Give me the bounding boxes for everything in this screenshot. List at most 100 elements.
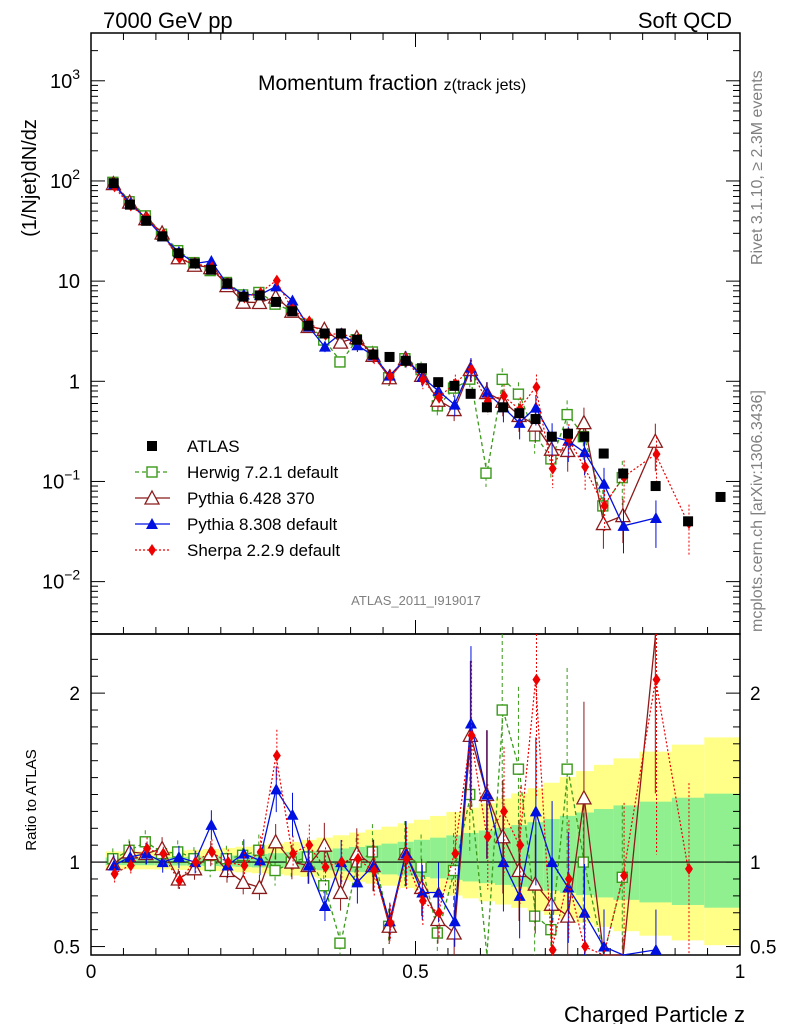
ratio-band-stat (639, 801, 672, 903)
ratio-band-stat (593, 809, 614, 898)
series-marker-top (418, 373, 427, 386)
series-marker-top (318, 340, 331, 352)
series-marker-top (286, 294, 299, 306)
atlas-data-point (189, 258, 200, 269)
series-marker-ratio (205, 818, 218, 830)
series-marker-ratio (143, 842, 152, 855)
plot-title: Momentum fraction z(track jets) (258, 72, 526, 95)
series-marker-ratio (318, 880, 330, 892)
series-marker-ratio (267, 833, 284, 849)
series-marker-ratio (366, 846, 379, 858)
atlas-data-point (579, 431, 590, 442)
series-marker-ratio (446, 924, 463, 940)
series-marker-ratio (251, 879, 268, 895)
ylabel-top: (1/Njet)dN/dz (19, 119, 41, 237)
y-tick-base: 10 (58, 271, 80, 293)
series-marker-ratio (370, 864, 379, 877)
series-marker-top (548, 462, 557, 475)
atlas-data-point (715, 491, 726, 502)
series-marker-ratio (237, 847, 250, 859)
series-marker-top (435, 391, 444, 404)
series-marker-ratio (126, 859, 135, 872)
atlas-data-point (563, 428, 574, 439)
side-text-bottom: mcplots.cern.ch [arXiv:1306.3436] (749, 390, 766, 632)
legend-label: Sherpa 2.2.9 default (187, 541, 340, 560)
series-marker-ratio (224, 856, 233, 869)
series-marker-ratio (564, 872, 573, 885)
series-marker-ratio (575, 789, 593, 805)
ratio-tick-label-right: 2 (750, 684, 761, 705)
series-marker-top (617, 519, 630, 531)
atlas-data-point (449, 380, 460, 391)
series-marker-ratio (286, 808, 299, 820)
series-marker-ratio (500, 805, 509, 818)
series-marker-ratio (464, 717, 477, 729)
series-marker-top (600, 499, 609, 512)
y-tick-label: 102 (50, 166, 80, 193)
series-marker-top (528, 430, 541, 442)
series-marker-ratio (528, 910, 541, 922)
series-marker-ratio (546, 856, 559, 868)
series-marker-ratio (431, 927, 444, 939)
y-tick-exponent: 3 (72, 66, 80, 82)
series-marker-ratio (191, 856, 200, 869)
series-marker-ratio (207, 845, 216, 858)
series-marker-ratio (156, 856, 169, 868)
series-marker-top (527, 416, 544, 432)
series-marker-ratio (481, 788, 494, 800)
atlas-data-point (319, 328, 330, 339)
atlas-data-point (368, 349, 379, 360)
series-marker-top (334, 356, 346, 368)
series-marker-ratio (256, 845, 265, 858)
y-tick-label: 10 (58, 271, 80, 293)
series-marker-ratio (270, 783, 283, 795)
legend-label: Pythia 6.428 370 (187, 489, 315, 508)
y-tick-base: 10 (42, 471, 64, 493)
y-tick-label: 10−2 (42, 567, 80, 594)
atlas-data-point (465, 388, 476, 399)
series-marker-top (598, 477, 611, 489)
atlas-data-point (416, 363, 427, 374)
series-marker-top (448, 398, 461, 410)
series-marker-top (559, 442, 576, 458)
atlas-data-point (108, 178, 119, 189)
series-marker-ratio (386, 916, 395, 929)
y-tick-label: 103 (50, 66, 80, 93)
series-marker-ratio (283, 853, 300, 869)
series-marker-ratio (562, 881, 575, 893)
y-tick-base: 10 (50, 171, 72, 193)
atlas-data-point (618, 468, 629, 479)
series-marker-top (652, 448, 661, 461)
series-marker-top (351, 339, 364, 351)
series-marker-ratio (577, 856, 590, 868)
y-tick-exponent: −1 (64, 466, 80, 482)
series-marker-ratio (435, 906, 444, 919)
series-marker-ratio (337, 856, 346, 869)
atlas-data-point (254, 290, 265, 301)
series-marker-ratio (483, 830, 492, 843)
ylabel-bottom: Ratio to ATLAS (23, 749, 40, 850)
series-marker-ratio (543, 895, 560, 911)
series-marker-top (467, 363, 476, 376)
legend-label: ATLAS (187, 437, 240, 456)
x-tick-label: 1 (735, 962, 746, 983)
atlas-data-point (173, 248, 184, 259)
series-marker-top (432, 384, 445, 396)
series-marker-ratio (418, 894, 427, 907)
series-marker-ratio (124, 851, 137, 863)
series-marker-ratio (512, 763, 525, 775)
series-line-top (113, 185, 689, 524)
series-marker-ratio (332, 884, 349, 900)
ratio-tick-label-right: 0.5 (750, 938, 776, 959)
atlas-data-point (598, 448, 609, 459)
series-marker-top (512, 388, 525, 400)
series-marker-top (647, 432, 664, 448)
series-marker-ratio (186, 860, 203, 876)
legend-marker (148, 544, 156, 556)
series-marker-top (595, 515, 612, 531)
y-tick-base: 10 (50, 71, 72, 93)
series-marker-ratio (432, 886, 445, 898)
series-marker-ratio (598, 940, 611, 952)
atlas-data-point (303, 320, 314, 331)
series-marker-top (332, 333, 349, 349)
